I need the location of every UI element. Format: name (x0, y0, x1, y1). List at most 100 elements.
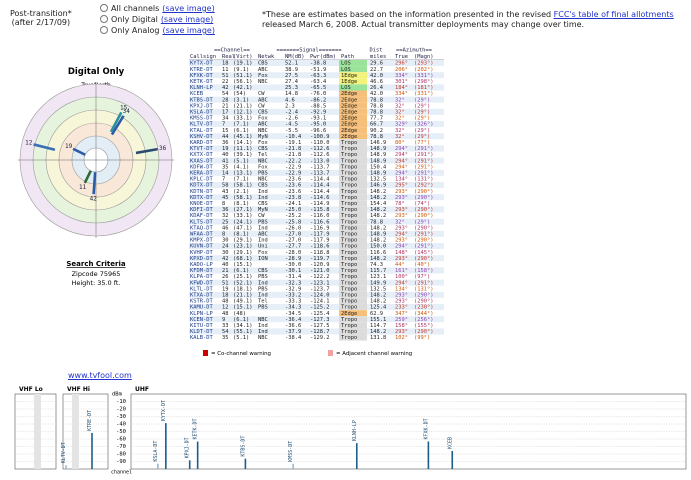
cell: (23.1) (233, 244, 252, 250)
option-label[interactable]: All channels (111, 4, 160, 13)
option[interactable]: All channels (save image) (100, 3, 215, 14)
cell: -24.1 (285, 201, 301, 207)
cell: Tropo (341, 323, 357, 329)
station-label: 15 (120, 104, 128, 111)
cell: (39.1) (233, 152, 252, 158)
height: Height: 35.0 ft. (71, 279, 120, 287)
cell: 293° (395, 213, 408, 219)
row-bg (189, 261, 444, 268)
cell: -63.3 (310, 73, 326, 79)
row-bg (189, 188, 444, 195)
cell: Tropo (341, 195, 357, 201)
cell: 11 (222, 67, 229, 73)
cell: Tropo (341, 219, 357, 225)
path-cell (339, 316, 367, 323)
cell: 115.7 (370, 268, 386, 274)
path-cell (339, 175, 367, 182)
cell: -125.4 (310, 311, 329, 317)
cell: (4.1) (233, 164, 249, 170)
cell: (2.1) (233, 189, 249, 195)
radio[interactable] (100, 15, 108, 23)
cell: 25 (222, 219, 229, 225)
cell: (8.1) (233, 232, 249, 238)
option-label[interactable]: Only Analog (111, 26, 160, 35)
radio[interactable] (100, 4, 108, 12)
cell: 42 (222, 256, 229, 262)
row-bg (189, 218, 444, 225)
cell: (9.1) (233, 67, 249, 73)
cell: PBS (258, 274, 268, 280)
path-cell (339, 188, 367, 195)
cell: 293° (395, 238, 408, 244)
cell: (5.1) (233, 158, 249, 164)
save-image[interactable]: (save image) (162, 4, 215, 13)
cell: KCEB (190, 91, 203, 97)
cell: 32° (395, 219, 405, 225)
cell: -10.4 (285, 134, 301, 140)
radio[interactable] (100, 26, 108, 34)
option-label[interactable]: Only Digital (111, 15, 158, 24)
column-header: Pwr(dBm) (310, 54, 336, 60)
option[interactable]: Only Analog (save image) (100, 25, 215, 36)
save-image[interactable]: (save image) (162, 26, 215, 35)
cell: -34.3 (285, 305, 301, 311)
y-tick-label: -90 (116, 459, 126, 465)
path-cell (339, 249, 367, 256)
station-line (72, 147, 86, 156)
cell: 293° (395, 225, 408, 231)
column-header: Real (222, 54, 235, 60)
cell: 293° (395, 189, 408, 195)
save-image[interactable]: (save image) (160, 15, 214, 24)
row-bg (189, 230, 444, 237)
y-tick-label: -10 (116, 399, 126, 405)
cell: -23.8 (285, 195, 301, 201)
cell: 125.4 (370, 305, 386, 311)
cell: 294° (395, 171, 408, 177)
cell: -112.6 (310, 146, 329, 152)
note-text: *These are estimates based on the inform… (262, 10, 554, 19)
site-link-text[interactable]: www.tvfool.com (68, 371, 132, 380)
cell: 148.9 (370, 146, 386, 152)
cell: (42.1) (233, 85, 252, 91)
cell: Tel (258, 152, 268, 158)
cell: NBC (258, 79, 268, 85)
cell: MyN (258, 134, 268, 140)
cell: -113.0 (310, 158, 329, 164)
cell: (331°) (414, 91, 433, 97)
cell: 90.2 (370, 128, 383, 134)
cell: (33.1) (233, 116, 252, 122)
cell: 2Edge (341, 103, 357, 109)
panel-title: VHF Lo (19, 386, 43, 393)
row-bg (189, 267, 444, 274)
cell: (29°) (414, 103, 430, 109)
cell: (291°) (414, 146, 433, 152)
note-link[interactable]: FCC's table of final allotments (553, 10, 674, 19)
path-cell (339, 145, 367, 152)
cell: 12 (222, 305, 229, 311)
cell: 46 (222, 225, 229, 231)
site-link[interactable]: www.tvfool.com (68, 371, 132, 380)
cell: (15.1) (233, 262, 252, 268)
cell: (24.1) (233, 219, 252, 225)
group-header: ==Azimuth== (396, 48, 432, 54)
row-bg (189, 84, 444, 91)
cell: Tropo (341, 158, 357, 164)
cell: -112.6 (310, 152, 329, 158)
path-cell (339, 297, 367, 304)
cell: 294° (395, 232, 408, 238)
cell: KTXA-DT (190, 293, 213, 299)
cell: 2Edge (341, 311, 357, 317)
cell: KCEN-DT (190, 317, 213, 323)
search-title: Search Criteria (66, 260, 125, 268)
option[interactable]: Only Digital (save image) (100, 14, 215, 25)
cell: 24 (222, 244, 229, 250)
cell: KYTX-DT (190, 61, 213, 67)
cell: (6.1) (233, 268, 249, 274)
cell: KTAQ-DT (190, 225, 213, 231)
cell: KPXD-DT (190, 256, 213, 262)
cell: (58.1) (233, 183, 252, 189)
cell: (29.1) (233, 250, 252, 256)
cell: KXAS-DT (190, 158, 213, 164)
cell: Ind (258, 189, 268, 195)
cell: -21.8 (285, 146, 301, 152)
